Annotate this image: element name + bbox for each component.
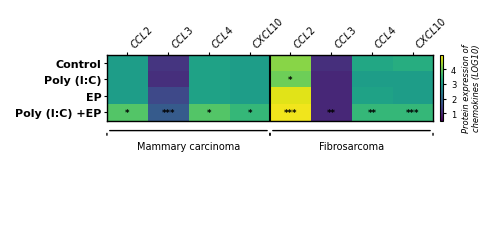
- Text: Fibrosarcoma: Fibrosarcoma: [319, 141, 384, 151]
- Text: ***: ***: [406, 108, 419, 117]
- Text: *: *: [248, 108, 252, 117]
- Text: **: **: [368, 108, 376, 117]
- Text: *: *: [288, 76, 292, 84]
- Text: *: *: [125, 108, 130, 117]
- Text: **: **: [326, 108, 336, 117]
- Y-axis label: Protein expression of
chemokines (LOG10): Protein expression of chemokines (LOG10): [462, 44, 481, 132]
- Text: *: *: [206, 108, 211, 117]
- Text: ***: ***: [162, 108, 175, 117]
- Text: Mammary carcinoma: Mammary carcinoma: [137, 141, 240, 151]
- Text: ***: ***: [284, 108, 297, 117]
